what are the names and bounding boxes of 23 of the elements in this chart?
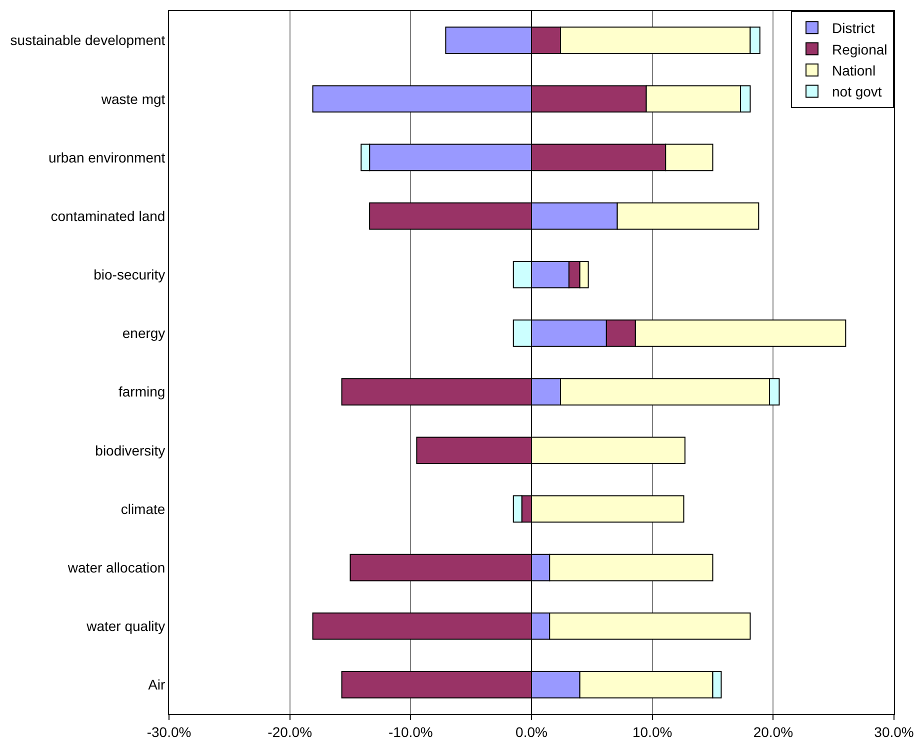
y-tick-label: farming [118,384,166,400]
y-tick-label: waste mgt [100,90,166,107]
legend-label: Nationl [832,62,876,78]
y-tick-label: bio-security [94,266,166,283]
x-tick-label: 0.0% [516,724,548,740]
y-tick-label: energy [122,325,166,342]
y-tick-label: sustainable development [10,32,166,48]
x-tick-label: 10.0% [632,724,672,740]
y-tick-label: biodiversity [95,442,166,458]
legend-label: not govt [832,84,882,100]
x-tick-label: 20.0% [753,724,794,740]
y-tick-label: water allocation [66,559,166,576]
y-tick-label: climate [120,500,166,517]
y-tick-label: water quality [86,618,166,634]
x-tick-label: -30.0% [146,724,192,740]
y-tick-label: urban environment [48,149,166,166]
legend-label: Regional [832,41,888,58]
x-tick-label: -10.0% [388,724,433,740]
legend-label: District [832,20,875,36]
y-tick-label: contaminated land [50,208,166,224]
x-tick-label: -20.0% [268,724,312,740]
x-tick-label: 30.0% [874,724,914,740]
y-tick-label: Air [148,676,166,693]
